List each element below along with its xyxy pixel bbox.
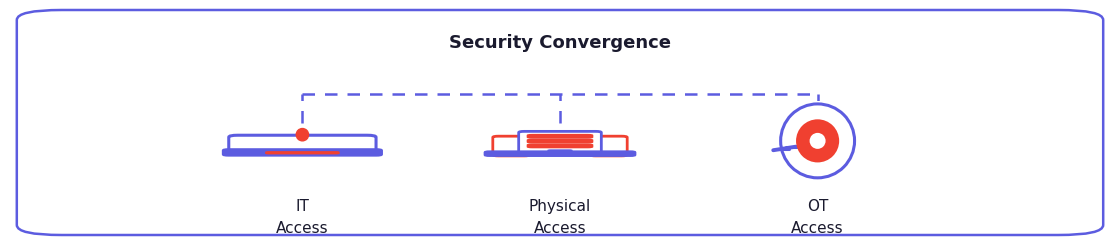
FancyBboxPatch shape	[17, 10, 1103, 235]
FancyBboxPatch shape	[485, 152, 635, 156]
Text: IT
Access: IT Access	[277, 199, 328, 236]
Ellipse shape	[296, 128, 309, 141]
FancyBboxPatch shape	[548, 149, 572, 155]
Ellipse shape	[810, 133, 825, 149]
FancyBboxPatch shape	[526, 144, 594, 148]
FancyBboxPatch shape	[526, 139, 594, 143]
Text: Security Convergence: Security Convergence	[449, 34, 671, 52]
FancyBboxPatch shape	[223, 149, 382, 156]
FancyBboxPatch shape	[493, 136, 530, 156]
Text: Physical
Access: Physical Access	[529, 199, 591, 236]
FancyBboxPatch shape	[265, 151, 339, 154]
FancyBboxPatch shape	[519, 132, 601, 155]
Ellipse shape	[781, 104, 855, 178]
Ellipse shape	[796, 119, 839, 162]
FancyBboxPatch shape	[228, 135, 376, 154]
FancyBboxPatch shape	[526, 134, 594, 139]
Text: OT
Access: OT Access	[792, 199, 843, 236]
FancyBboxPatch shape	[590, 136, 627, 156]
